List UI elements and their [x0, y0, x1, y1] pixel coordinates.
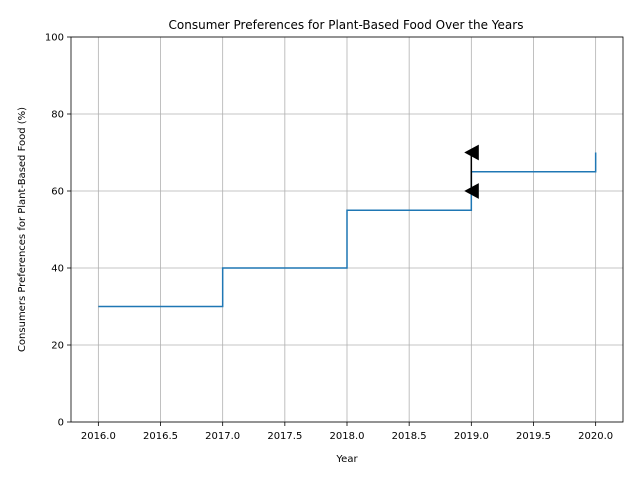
- y-tick-label: 40: [51, 264, 64, 275]
- x-tick-label: 2016.5: [143, 431, 178, 442]
- y-axis-label: Consumers Preferences for Plant-Based Fo…: [17, 107, 28, 352]
- y-tick-label: 20: [51, 341, 64, 352]
- x-tick-label: 2018.0: [330, 431, 365, 442]
- y-tick-label: 60: [51, 187, 64, 198]
- y-tick-label: 100: [45, 33, 64, 44]
- x-tick-label: 2019.0: [454, 431, 489, 442]
- series-step-line: [98, 152, 597, 308]
- series-layer: [98, 152, 597, 308]
- y-tick-label: 80: [51, 110, 64, 121]
- x-tick-label: 2017.5: [267, 431, 302, 442]
- x-tick-label: 2018.5: [392, 431, 427, 442]
- x-axis-label: Year: [335, 454, 358, 465]
- y-tick-label: 0: [58, 418, 64, 429]
- annotation-arrowhead-upper: [464, 144, 479, 161]
- chart-title: Consumer Preferences for Plant-Based Foo…: [169, 18, 524, 32]
- x-tick-label: 2020.0: [578, 431, 613, 442]
- y-axis: 0 20 40 60 80 100: [45, 33, 71, 429]
- annotation-arrowhead-lower: [464, 183, 479, 199]
- x-tick-label: 2016.0: [81, 431, 116, 442]
- annotation-layer: [464, 144, 479, 199]
- x-axis: 2016.0 2016.5 2017.0 2017.5 2018.0 2018.5 2019…: [81, 422, 613, 442]
- x-tick-label: 2019.5: [516, 431, 551, 442]
- x-tick-label: 2017.0: [205, 431, 240, 442]
